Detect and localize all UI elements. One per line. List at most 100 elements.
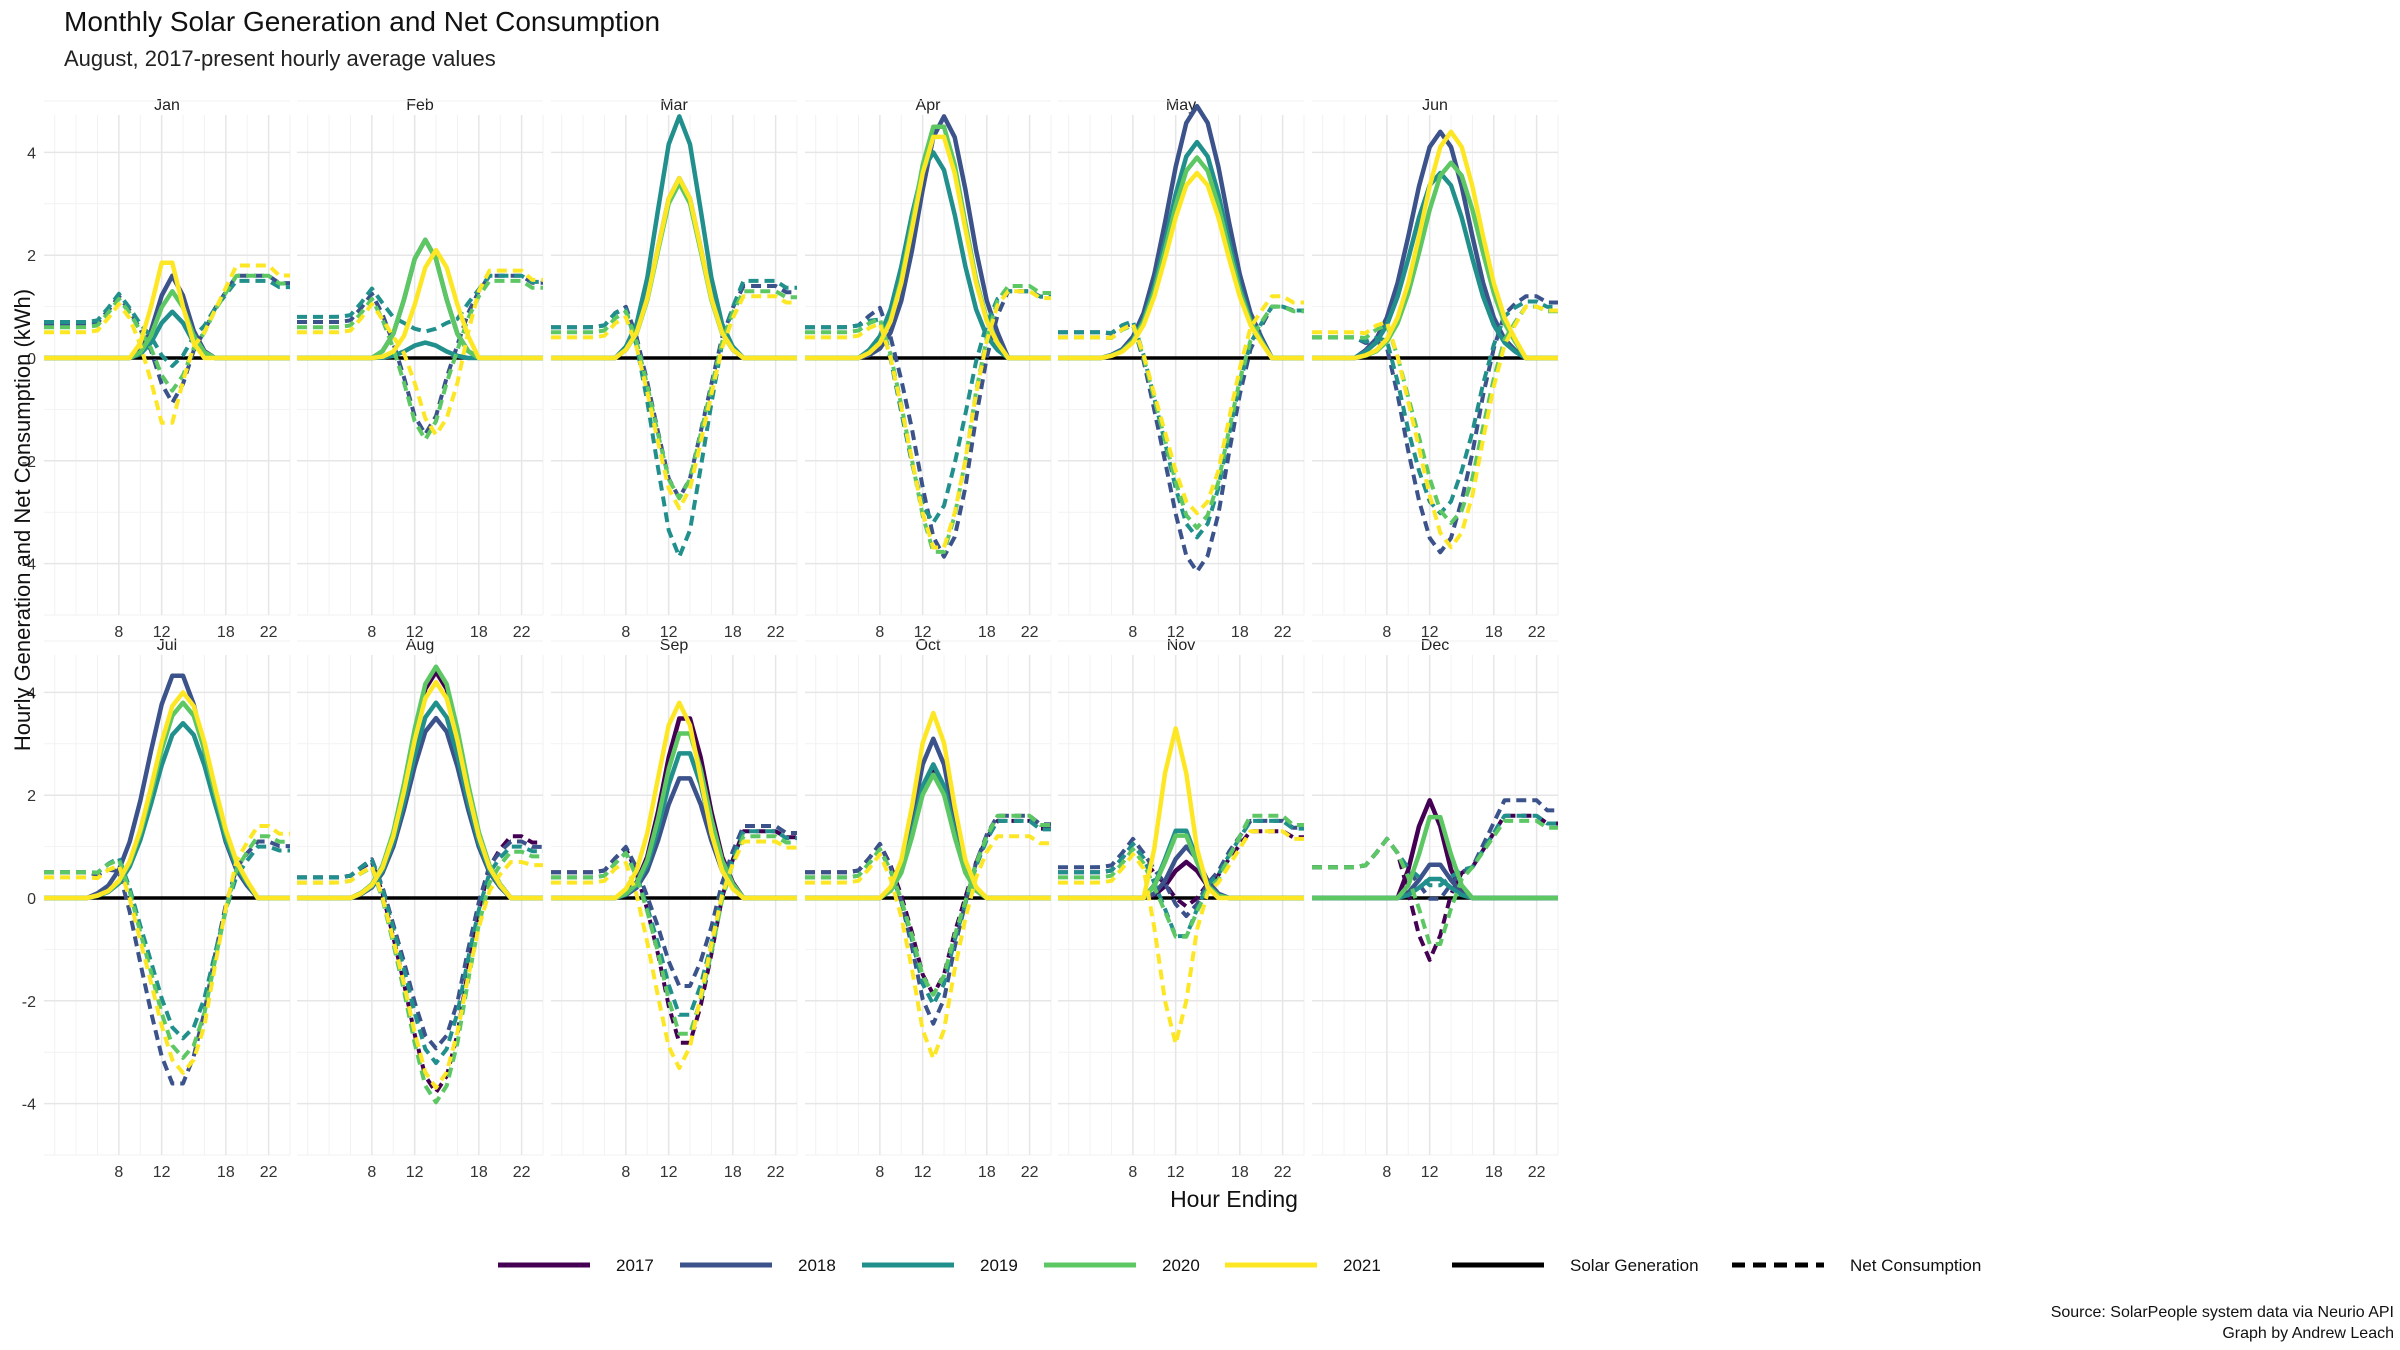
- facet-panel-jul: Jul 8 12 18 22 -4 -2 0 2 4: [22, 637, 291, 1181]
- facet-label: Jul: [157, 637, 177, 654]
- x-tick-label: 18: [978, 1164, 996, 1181]
- legend-label-solar-generation: Solar Generation: [1570, 1256, 1699, 1275]
- series-line-solar-2021: [297, 679, 543, 901]
- y-tick-label: 0: [27, 891, 36, 908]
- x-tick-label: 18: [978, 624, 996, 641]
- series-line-solar-2019: [1058, 139, 1304, 361]
- x-tick-label: 12: [1421, 624, 1439, 641]
- series-line-solar-2020: [1058, 155, 1304, 361]
- series-line-solar-2021: [1312, 129, 1558, 361]
- caption: Source: SolarPeople system data via Neur…: [2051, 1302, 2394, 1344]
- series-line-net-2021: [44, 824, 290, 1075]
- series-line-net-2018: [805, 813, 1051, 1026]
- series-line-net-2020: [805, 813, 1051, 997]
- facet-label: Mar: [660, 97, 688, 114]
- x-tick-label: 8: [621, 624, 630, 641]
- facet-label: Sep: [660, 637, 689, 654]
- x-tick-label: 12: [406, 1164, 424, 1181]
- series-line-solar-2019: [44, 309, 290, 361]
- x-tick-label: 12: [1167, 1164, 1185, 1181]
- series-line-net-2019: [297, 844, 543, 1065]
- series-line-solar-2018: [1312, 862, 1558, 901]
- facet-panel-oct: Oct 8 12 18 22: [805, 637, 1052, 1181]
- facet-panel-aug: Aug 8 12 18 22: [297, 637, 544, 1181]
- chart-title: Monthly Solar Generation and Net Consump…: [64, 6, 661, 37]
- y-axis-title: Hourly Generation and Net Consumption (k…: [10, 289, 35, 751]
- series-line-net-2018: [551, 824, 797, 988]
- series-line-net-2020: [805, 284, 1051, 554]
- series-line-net-2021: [551, 839, 797, 1071]
- x-tick-label: 22: [1021, 624, 1039, 641]
- series-line-solar-2020: [1312, 814, 1558, 901]
- series-line-solar-2021: [1058, 170, 1304, 361]
- x-tick-label: 8: [114, 1164, 123, 1181]
- facet-panel-nov: Nov 8 12 18 22: [1058, 637, 1305, 1181]
- facet-label: Nov: [1167, 637, 1195, 654]
- x-tick-label: 18: [1485, 1164, 1503, 1181]
- x-tick-label: 18: [470, 624, 488, 641]
- x-tick-label: 22: [767, 624, 785, 641]
- series-line-net-2021: [1312, 304, 1558, 550]
- facet-label: Dec: [1421, 637, 1449, 654]
- y-tick-label: -2: [22, 454, 36, 471]
- series-line-net-2021: [1058, 829, 1304, 1046]
- x-tick-label: 22: [1528, 624, 1546, 641]
- x-tick-label: 18: [724, 624, 742, 641]
- series-line-solar-2019: [1312, 876, 1558, 901]
- series-line-net-2019: [805, 289, 1051, 525]
- caption-source: Source: SolarPeople system data via Neur…: [2050, 1304, 2394, 1321]
- x-tick-label: 12: [914, 1164, 932, 1181]
- x-tick-label: 12: [153, 624, 171, 641]
- series-line-net-2017: [1312, 813, 1558, 962]
- series-line-net-2018: [551, 284, 797, 501]
- series-line-net-2018: [297, 273, 543, 437]
- facet-panel-apr: Apr 8 12 18 22: [805, 97, 1052, 641]
- x-tick-label: 18: [1231, 1164, 1249, 1181]
- x-tick-label: 22: [260, 624, 278, 641]
- series-line-solar-2018: [297, 237, 543, 361]
- series-line-net-2018: [297, 839, 543, 1051]
- x-tick-label: 22: [513, 624, 531, 641]
- series-line-solar-2021: [551, 175, 797, 361]
- x-tick-label: 8: [1128, 624, 1137, 641]
- series-line-net-2020: [44, 834, 290, 1060]
- series-line-solar-2021: [551, 700, 797, 901]
- y-tick-label: 4: [27, 685, 36, 702]
- series-line-net-2021: [44, 263, 290, 425]
- series-line-net-2019: [297, 273, 543, 334]
- series-line-net-2021: [805, 289, 1051, 550]
- series-line-solar-2020: [44, 700, 290, 901]
- x-tick-label: 22: [513, 1164, 531, 1181]
- x-tick-label: 12: [406, 624, 424, 641]
- x-tick-label: 12: [153, 1164, 171, 1181]
- legend-label-2017: 2017: [616, 1256, 654, 1275]
- series-line-solar-2020: [297, 664, 543, 901]
- x-tick-label: 18: [1485, 624, 1503, 641]
- caption-credit: Graph by Andrew Leach: [2222, 1325, 2394, 1342]
- series-line-solar-2018: [1058, 103, 1304, 361]
- series-line-net-2020: [1312, 304, 1558, 525]
- series-line-net-2019: [44, 844, 290, 1041]
- x-tick-label: 22: [767, 1164, 785, 1181]
- chart-subtitle: August, 2017-present hourly average valu…: [64, 46, 496, 71]
- series-line-net-2020: [1058, 304, 1304, 530]
- y-tick-label: 2: [27, 788, 36, 805]
- x-tick-label: 8: [875, 1164, 884, 1181]
- series-line-net-2019: [551, 278, 797, 559]
- series-line-net-2020: [1058, 813, 1304, 939]
- series-line-net-2020: [1312, 818, 1558, 946]
- x-tick-label: 8: [114, 624, 123, 641]
- facet-label: Aug: [406, 637, 434, 654]
- facet-panel-sep: Sep 8 12 18 22: [551, 637, 798, 1181]
- x-tick-label: 12: [660, 624, 678, 641]
- series-line-net-2019: [805, 818, 1051, 1007]
- y-tick-label: 2: [27, 248, 36, 265]
- legend-label-net-consumption: Net Consumption: [1850, 1256, 1981, 1275]
- series-line-solar-2019: [1312, 170, 1558, 361]
- y-tick-label: -4: [22, 557, 36, 574]
- series-line-solar-2018: [44, 673, 290, 901]
- facet-label: Jun: [1422, 97, 1448, 114]
- y-tick-label: 0: [27, 351, 36, 368]
- x-tick-label: 8: [367, 624, 376, 641]
- series-line-net-2019: [551, 829, 797, 1017]
